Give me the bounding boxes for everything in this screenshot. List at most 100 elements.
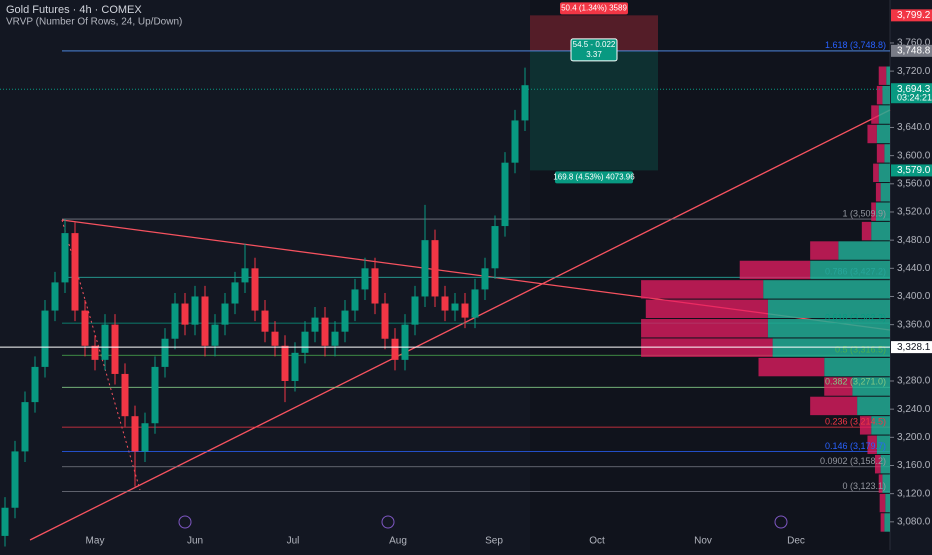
profile-down — [645, 299, 768, 319]
x-tick-label: May — [86, 536, 105, 547]
price-tag-label: 3,579.0 — [897, 165, 931, 176]
y-tick-label: 3,120.0 — [897, 488, 931, 499]
candle-body — [281, 345, 289, 381]
profile-down — [810, 241, 839, 260]
event-icon[interactable] — [381, 515, 395, 529]
y-tick-label: 3,600.0 — [897, 150, 931, 161]
stop-label: 50.4 (1.34%) 3589 — [561, 3, 627, 12]
profile-up — [772, 338, 890, 357]
event-icon[interactable] — [178, 515, 192, 529]
profile-down — [874, 454, 881, 474]
y-tick-label: 3,160.0 — [897, 460, 931, 471]
candle-body — [411, 296, 419, 325]
y-tick-label: 3,440.0 — [897, 263, 931, 274]
fib-label: 0.786 (3,427.2) — [825, 267, 886, 277]
candle-body — [221, 303, 229, 325]
y-tick-label: 3,360.0 — [897, 319, 931, 330]
profile-up — [767, 319, 890, 338]
candle-body — [111, 324, 119, 374]
y-tick-label: 3,720.0 — [897, 66, 931, 77]
profile-down — [641, 338, 773, 357]
profile-down — [641, 280, 764, 299]
profile-down — [867, 124, 877, 144]
candle-body — [31, 366, 39, 403]
profile-up — [878, 163, 890, 183]
fib-label: 1.618 (3,748.8) — [825, 40, 886, 50]
profile-up — [882, 474, 890, 493]
candle-body — [301, 331, 309, 353]
chart-title: Gold Futures · 4h · COMEX — [6, 4, 142, 16]
price-tag — [891, 9, 932, 22]
profile-up — [810, 260, 890, 280]
trendline — [29, 109, 891, 541]
fib-label: 0.5 (3,316.5) — [835, 345, 886, 355]
candle-body — [471, 289, 479, 318]
candle-body — [381, 303, 389, 339]
profile-down — [739, 260, 811, 280]
candle-body — [271, 331, 279, 346]
price-tag-label: 3,748.8 — [897, 45, 931, 56]
y-tick-label: 3,080.0 — [897, 516, 931, 527]
price-tag — [891, 44, 932, 57]
candle-body — [501, 162, 509, 227]
candle-body — [401, 324, 409, 360]
profile-down — [861, 221, 872, 241]
fib-label: 0.0902 (3,158.2) — [820, 456, 886, 466]
entry-label: 3.37 — [586, 50, 602, 59]
profile-up — [886, 66, 890, 85]
candle-body — [211, 324, 219, 346]
candle-body — [81, 310, 89, 346]
profile-down — [758, 357, 825, 377]
price-tag — [891, 341, 932, 354]
fib-label: 1 (3,509.9) — [842, 208, 886, 218]
candle-body — [431, 240, 439, 297]
x-tick-label: Jul — [287, 536, 300, 547]
event-icon[interactable] — [774, 515, 788, 529]
x-tick-label: Jun — [187, 536, 203, 547]
price-tag — [891, 83, 932, 104]
profile-down — [878, 66, 887, 85]
profile-up — [876, 435, 890, 454]
profile-up — [852, 377, 890, 396]
price-tag-label: 3,328.1 — [897, 342, 931, 353]
fib-label: 0 (3,123.1) — [842, 481, 886, 491]
fib-label: 0.236 (3,214.5) — [825, 416, 886, 426]
candle-body — [161, 338, 169, 367]
candle-body — [241, 268, 249, 283]
candle-body — [441, 296, 449, 311]
profile-down — [641, 319, 768, 338]
profile-up — [767, 299, 890, 319]
candle-body — [491, 226, 499, 269]
candle-body — [91, 345, 99, 360]
profile-up — [876, 124, 890, 144]
candle-body — [11, 451, 19, 508]
y-tick-label: 3,560.0 — [897, 178, 931, 189]
candle-body — [481, 268, 489, 290]
candle-body — [171, 303, 179, 339]
profile-up — [763, 280, 890, 299]
y-tick-label: 3,280.0 — [897, 376, 931, 387]
y-tick-label: 3,640.0 — [897, 122, 931, 133]
candle-body — [261, 310, 269, 332]
price-tag-label: 3,694.3 — [897, 84, 931, 95]
profile-down — [824, 377, 853, 396]
profile-down — [859, 416, 872, 435]
y-tick-label: 3,200.0 — [897, 432, 931, 443]
y-tick-label: 3,520.0 — [897, 207, 931, 218]
profile-up — [884, 513, 890, 532]
candle-body — [321, 317, 329, 346]
profile-down — [876, 85, 883, 105]
x-tick-label: Nov — [694, 536, 712, 547]
candle-body — [331, 331, 339, 346]
candle-body — [191, 296, 199, 325]
candle-body — [371, 268, 379, 304]
profile-up — [871, 221, 890, 241]
candle-body — [421, 240, 429, 297]
candle-body — [101, 324, 109, 360]
price-tag — [891, 164, 932, 177]
profile-up — [882, 85, 890, 105]
profile-up — [871, 416, 890, 435]
candle-body — [361, 268, 369, 290]
